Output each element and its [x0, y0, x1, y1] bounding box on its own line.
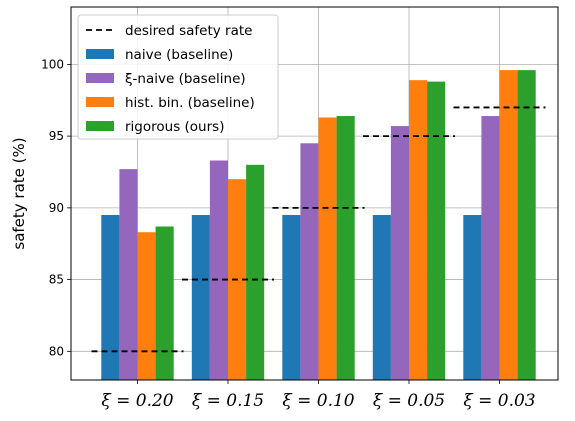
desired-rate-lines: [91, 106, 546, 353]
y-tick-label: 85: [49, 273, 64, 287]
bar-4-4: [427, 81, 446, 380]
bar-1-2: [191, 215, 210, 380]
legend-label-desired-rate: desired safety rate: [125, 23, 252, 39]
legend-label-1: naive (baseline): [125, 47, 233, 63]
legend-swatch-1: [86, 49, 114, 59]
y-tick-label: 80: [49, 344, 64, 358]
bar-4-5: [517, 70, 536, 380]
y-axis-ticks: 80 85 90 95 100: [41, 57, 71, 358]
bar-4-3: [336, 116, 355, 381]
bars: [101, 70, 536, 381]
bar-1-3: [282, 215, 301, 380]
bar-4-2: [246, 164, 265, 380]
y-tick-label: 90: [49, 201, 64, 215]
x-axis-ticks: ξ = 0.20 ξ = 0.15 ξ = 0.10 ξ = 0.05 ξ = 0.03: [101, 380, 536, 411]
x-tick-label: ξ = 0.15: [192, 391, 264, 411]
bar-1-1: [101, 215, 120, 380]
plot-frame: [70, 6, 559, 381]
y-axis-label: safety rate (%): [10, 137, 28, 249]
bar-2-2: [209, 160, 228, 380]
legend-box: [77, 14, 279, 140]
bar-3-3: [318, 117, 337, 380]
x-tick-label: ξ = 0.20: [101, 391, 173, 411]
legend-swatch-4: [86, 121, 114, 131]
legend-swatch-2: [86, 73, 114, 83]
y-tick-label: 95: [49, 129, 64, 143]
legend-label-2: ξ-naive (baseline): [125, 71, 246, 87]
bar-2-3: [300, 143, 319, 380]
bar-1-5: [463, 215, 482, 380]
bar-2-1: [119, 169, 138, 380]
bar-1-4: [372, 215, 391, 380]
x-tick-label: ξ = 0.10: [282, 391, 354, 411]
bar-4-1: [155, 226, 174, 380]
bar-3-4: [409, 80, 428, 381]
bar-3-5: [499, 70, 518, 380]
legend: desired safety rate naive (baseline) ξ-nai…: [77, 14, 279, 140]
legend-label-3: hist. bin. (baseline): [125, 95, 255, 111]
legend-swatch-3: [86, 97, 114, 107]
x-tick-label: ξ = 0.05: [373, 391, 445, 411]
x-tick-label: ξ = 0.03: [463, 391, 535, 411]
bar-2-5: [481, 116, 500, 381]
legend-label-4: rigorous (ours): [125, 119, 224, 135]
bar-2-4: [390, 126, 409, 380]
bar-3-1: [137, 232, 156, 380]
y-tick-label: 100: [41, 57, 64, 71]
